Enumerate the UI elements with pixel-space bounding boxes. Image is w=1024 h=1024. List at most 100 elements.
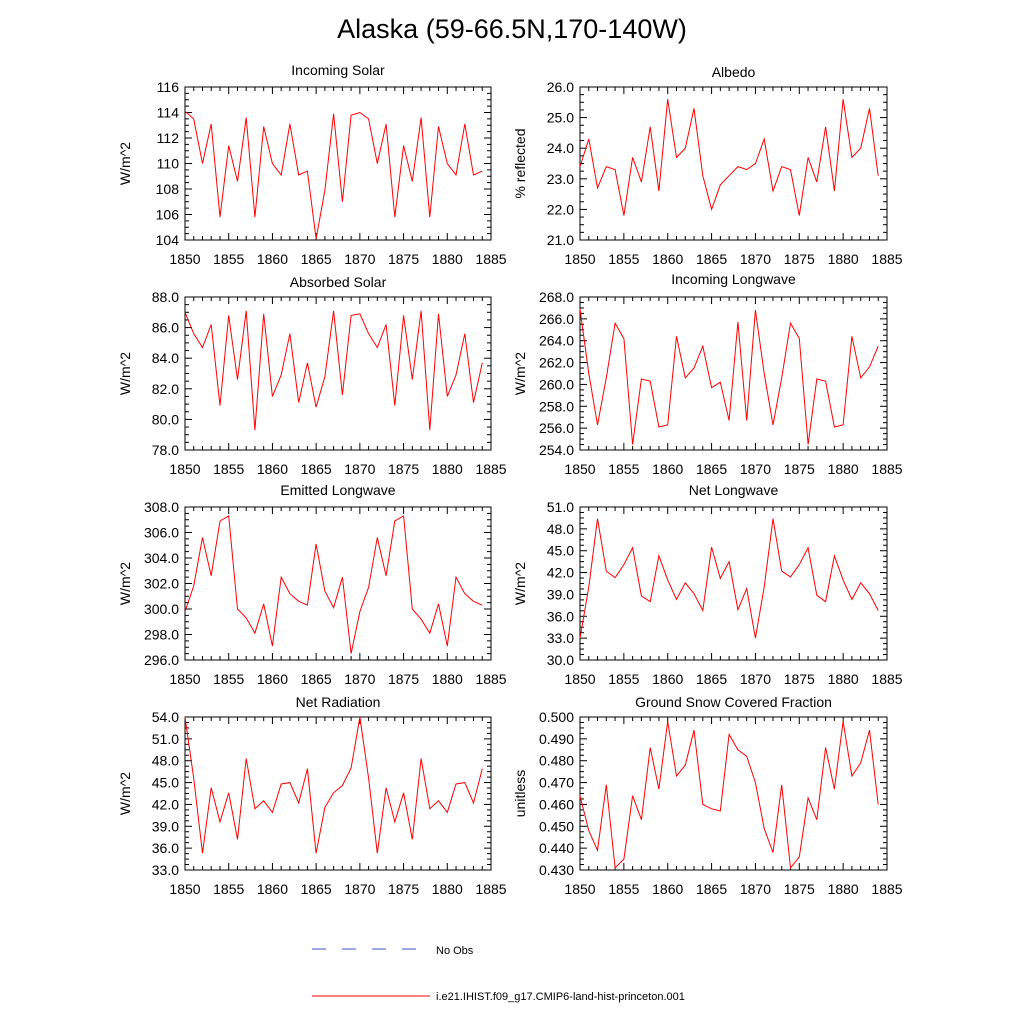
- x-tick-label: 1875: [784, 251, 815, 267]
- x-tick-label: 1860: [257, 671, 288, 687]
- y-tick-label: 26.0: [547, 79, 574, 95]
- series-line: [579, 99, 879, 216]
- x-tick-label: 1885: [871, 881, 902, 897]
- x-tick-label: 1885: [871, 251, 902, 267]
- y-tick-label: 110: [157, 156, 180, 172]
- x-tick-label: 1855: [608, 461, 639, 477]
- series-line: [579, 308, 879, 445]
- y-tick-label: 0.480: [539, 753, 574, 769]
- x-tick-label: 1865: [696, 881, 727, 897]
- y-tick-label: 82.0: [152, 381, 179, 397]
- x-tick-label: 1855: [213, 671, 244, 687]
- y-tick-label: 39.0: [547, 586, 574, 602]
- x-tick-label: 1880: [432, 251, 463, 267]
- y-tick-label: 296.0: [144, 652, 179, 668]
- y-tick-label: 84.0: [152, 350, 179, 366]
- y-tick-label: 0.490: [539, 731, 574, 747]
- y-tick-label: 54.0: [152, 709, 179, 725]
- x-tick-label: 1850: [564, 251, 595, 267]
- x-tick-label: 1885: [475, 461, 506, 477]
- y-tick-label: 33.0: [547, 630, 574, 646]
- legend-label-model: i.e21.IHIST.f09_g17.CMIP6-land-hist-prin…: [436, 991, 685, 1003]
- x-tick-label: 1875: [784, 881, 815, 897]
- y-tick-label: 112: [157, 130, 180, 146]
- x-tick-label: 1850: [564, 461, 595, 477]
- y-tick-label: 306.0: [144, 525, 179, 541]
- y-axis-label: W/m^2: [117, 352, 133, 395]
- series-line: [184, 310, 483, 431]
- x-tick-label: 1865: [301, 251, 332, 267]
- y-tick-label: 51.0: [547, 499, 574, 515]
- y-tick-label: 264.0: [539, 333, 574, 349]
- panel-ground-snow-covered-fraction: Ground Snow Covered Fraction unitless 1850…: [512, 694, 903, 897]
- panel-absorbed-solar: Absorbed Solar W/m^2 1850 1855 1860 1865 1870 1…: [117, 274, 507, 477]
- y-tick-label: 51.0: [152, 731, 179, 747]
- legend-label-no-obs: No Obs: [436, 945, 474, 957]
- x-tick-label: 1885: [871, 671, 902, 687]
- panel-albedo: Albedo % reflected 1850 1855 1860 1865 1870 187…: [512, 64, 903, 267]
- y-tick-label: 108: [156, 181, 180, 197]
- series-line: [184, 110, 483, 239]
- y-tick-label: 104: [156, 232, 180, 248]
- y-tick-label: 0.460: [539, 796, 574, 812]
- y-tick-label: 88.0: [152, 289, 179, 305]
- x-tick-label: 1875: [388, 461, 419, 477]
- y-tick-label: 298.0: [144, 627, 179, 643]
- x-tick-label: 1875: [784, 671, 815, 687]
- y-tick-label: 45.0: [547, 543, 574, 559]
- x-tick-label: 1865: [301, 881, 332, 897]
- x-tick-label: 1870: [344, 671, 375, 687]
- x-tick-label: 1855: [213, 881, 244, 897]
- x-tick-label: 1855: [213, 251, 244, 267]
- y-tick-label: 300.0: [144, 601, 179, 617]
- plot-frame: [184, 86, 492, 241]
- x-tick-label: 1880: [432, 671, 463, 687]
- x-tick-label: 1885: [475, 251, 506, 267]
- x-tick-label: 1850: [564, 881, 595, 897]
- x-tick-label: 1870: [740, 251, 771, 267]
- y-tick-label: 0.470: [539, 775, 574, 791]
- y-tick-label: 39.0: [152, 818, 179, 834]
- chart-title: Absorbed Solar: [290, 274, 387, 290]
- x-tick-label: 1850: [564, 671, 595, 687]
- x-tick-label: 1855: [608, 251, 639, 267]
- x-tick-label: 1875: [784, 461, 815, 477]
- panel-emitted-longwave: Emitted Longwave W/m^2 1850 1855 1860 1865 187…: [117, 482, 507, 687]
- y-axis-label: unitless: [512, 770, 528, 817]
- y-axis-label: W/m^2: [512, 562, 528, 605]
- legend: No Obs i.e21.IHIST.f09_g17.CMIP6-land-his…: [312, 945, 685, 1003]
- x-tick-label: 1870: [344, 881, 375, 897]
- x-tick-label: 1870: [740, 671, 771, 687]
- x-tick-label: 1870: [344, 461, 375, 477]
- y-tick-label: 21.0: [547, 232, 574, 248]
- y-tick-label: 114: [157, 105, 180, 121]
- y-tick-label: 78.0: [152, 442, 179, 458]
- y-axis-label: W/m^2: [117, 142, 133, 185]
- x-tick-label: 1870: [740, 461, 771, 477]
- x-tick-label: 1855: [213, 461, 244, 477]
- y-tick-label: 304.0: [144, 550, 179, 566]
- y-tick-label: 0.430: [539, 862, 574, 878]
- chart-title: Albedo: [712, 64, 756, 80]
- chart-title: Net Longwave: [689, 482, 779, 498]
- x-tick-label: 1860: [257, 251, 288, 267]
- y-tick-label: 48.0: [152, 753, 179, 769]
- y-tick-label: 116: [157, 79, 180, 95]
- y-tick-label: 30.0: [547, 652, 574, 668]
- x-tick-label: 1885: [475, 881, 506, 897]
- y-tick-label: 254.0: [539, 442, 574, 458]
- y-tick-label: 22.0: [547, 201, 574, 217]
- y-tick-label: 42.0: [547, 565, 574, 581]
- x-tick-label: 1860: [257, 881, 288, 897]
- y-tick-label: 23.0: [547, 171, 574, 187]
- y-tick-label: 0.450: [539, 818, 574, 834]
- x-tick-label: 1860: [652, 461, 683, 477]
- y-axis-label: W/m^2: [512, 352, 528, 395]
- x-tick-label: 1850: [169, 251, 200, 267]
- x-tick-label: 1865: [301, 671, 332, 687]
- x-tick-label: 1885: [475, 671, 506, 687]
- panel-net-longwave: Net Longwave W/m^2 1850 1855 1860 1865 1870 187…: [512, 482, 903, 687]
- y-tick-label: 256.0: [539, 420, 574, 436]
- x-tick-label: 1880: [828, 251, 859, 267]
